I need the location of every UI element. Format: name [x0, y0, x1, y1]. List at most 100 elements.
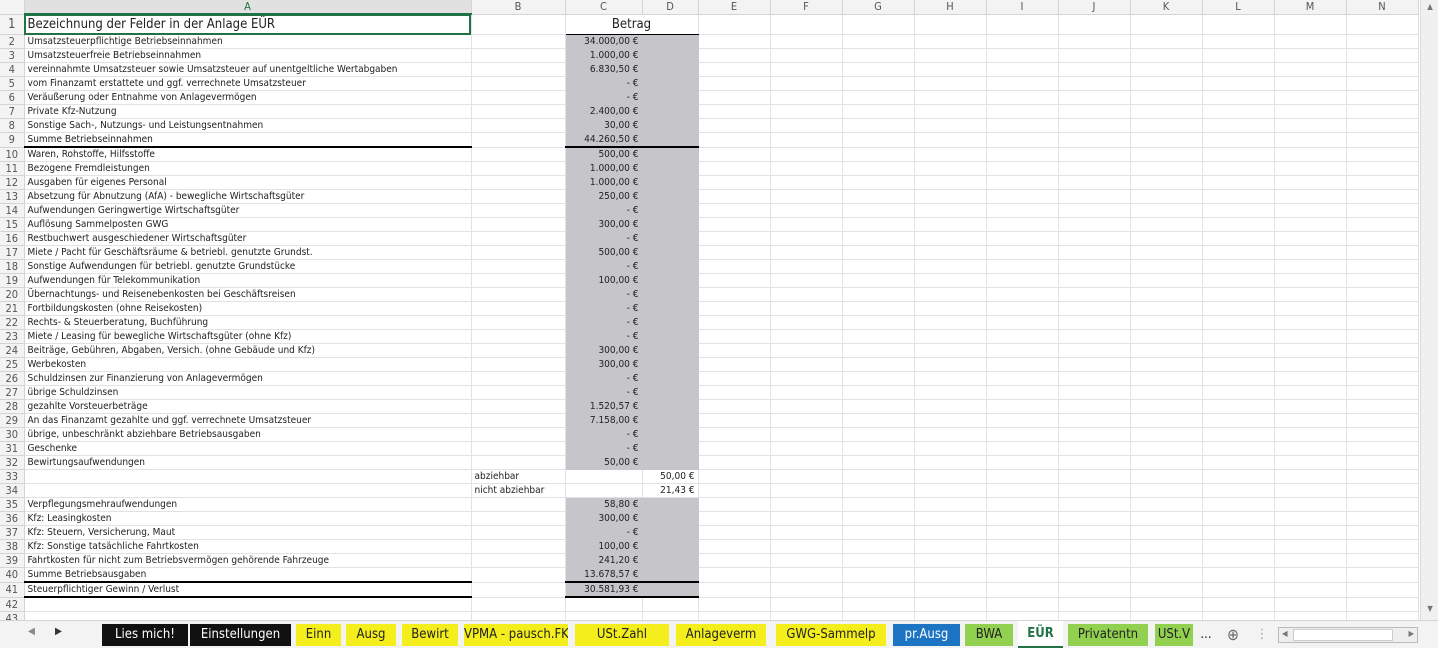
cell-d[interactable]: [642, 273, 699, 288]
sheet-tab-eür[interactable]: EÜR: [1018, 621, 1063, 648]
cell[interactable]: [914, 511, 987, 526]
column-header-j[interactable]: J: [1058, 0, 1131, 15]
cell-amount[interactable]: 1.000,00 €: [565, 161, 643, 176]
cell[interactable]: [698, 427, 771, 442]
cell-b[interactable]: [471, 175, 566, 190]
cell-label[interactable]: Umsatzsteuerpflichtige Betriebseinnahmen: [24, 34, 472, 49]
cell-d[interactable]: [642, 567, 699, 583]
cell[interactable]: [842, 147, 915, 162]
cell[interactable]: [986, 161, 1059, 176]
cell[interactable]: [1346, 90, 1419, 105]
cell[interactable]: [698, 371, 771, 386]
cell[interactable]: [1058, 357, 1131, 372]
cell-d[interactable]: [642, 455, 699, 470]
cell[interactable]: [986, 329, 1059, 344]
scroll-up-icon[interactable]: ▲: [1427, 2, 1433, 11]
cell[interactable]: [1346, 287, 1419, 302]
cell[interactable]: [914, 118, 987, 133]
cell[interactable]: [1274, 147, 1347, 162]
cell-d[interactable]: [642, 357, 699, 372]
cell[interactable]: [914, 147, 987, 162]
sheet-tab-ust-v[interactable]: USt.V: [1155, 624, 1193, 646]
cell-label[interactable]: vom Finanzamt erstattete und ggf. verrec…: [24, 76, 472, 91]
cell[interactable]: [1274, 483, 1347, 498]
cell[interactable]: [770, 413, 843, 428]
cell[interactable]: [1202, 76, 1275, 91]
sheet-tab-ust-zahl[interactable]: USt.Zahl: [575, 624, 669, 646]
cell-d[interactable]: [642, 161, 699, 176]
cell-amount[interactable]: - €: [565, 371, 643, 386]
cell-label[interactable]: Umsatzsteuerfreie Betriebseinnahmen: [24, 48, 472, 63]
cell[interactable]: [1058, 582, 1131, 598]
cell-label[interactable]: gezahlte Vorsteuerbeträge: [24, 399, 472, 414]
cell[interactable]: [986, 90, 1059, 105]
cell[interactable]: [986, 273, 1059, 288]
row-header[interactable]: 39: [0, 553, 25, 568]
cell[interactable]: [1274, 315, 1347, 330]
cell-d[interactable]: [642, 76, 699, 91]
cell-d[interactable]: [642, 203, 699, 218]
cell[interactable]: [698, 301, 771, 316]
column-header-n[interactable]: N: [1346, 0, 1419, 15]
column-header-a[interactable]: A: [24, 0, 472, 15]
cell[interactable]: [1130, 118, 1203, 133]
cell[interactable]: [842, 161, 915, 176]
cell[interactable]: [698, 118, 771, 133]
sheet-tab-einn[interactable]: Einn: [296, 624, 341, 646]
cell-amount[interactable]: 13.678,57 €: [565, 567, 643, 583]
next-sheet-icon[interactable]: ▶: [55, 626, 62, 637]
row-header[interactable]: 37: [0, 525, 25, 540]
cell[interactable]: [1202, 104, 1275, 119]
cell-amount[interactable]: - €: [565, 301, 643, 316]
cell[interactable]: [842, 441, 915, 456]
cell[interactable]: [1130, 582, 1203, 598]
cell[interactable]: [1202, 161, 1275, 176]
cell[interactable]: [698, 525, 771, 540]
cell[interactable]: [842, 611, 915, 620]
cell-label[interactable]: Private Kfz-Nutzung: [24, 104, 472, 119]
cell-amount[interactable]: 300,00 €: [565, 511, 643, 526]
cell-amount[interactable]: 1.000,00 €: [565, 175, 643, 190]
select-all-corner[interactable]: [0, 0, 25, 15]
cell-b[interactable]: [471, 441, 566, 456]
cell-label[interactable]: Kfz: Steuern, Versicherung, Maut: [24, 525, 472, 540]
cell[interactable]: [770, 315, 843, 330]
cell-label[interactable]: übrige Schuldzinsen: [24, 385, 472, 400]
cell[interactable]: [842, 455, 915, 470]
cell[interactable]: [1346, 273, 1419, 288]
cell[interactable]: [914, 48, 987, 63]
cell[interactable]: [914, 259, 987, 274]
cell-b[interactable]: [471, 104, 566, 119]
cell[interactable]: [1274, 161, 1347, 176]
row-header[interactable]: 38: [0, 539, 25, 554]
column-header-l[interactable]: L: [1202, 0, 1275, 15]
row-header[interactable]: 2: [0, 34, 25, 49]
cell[interactable]: [1202, 147, 1275, 162]
cell[interactable]: [1274, 217, 1347, 232]
cell-amount[interactable]: 1.520,57 €: [565, 399, 643, 414]
cell-d[interactable]: 21,43 €: [642, 483, 699, 498]
row-header[interactable]: 16: [0, 231, 25, 246]
cell[interactable]: [1274, 553, 1347, 568]
cell[interactable]: [842, 399, 915, 414]
cell[interactable]: [986, 582, 1059, 598]
cell-b[interactable]: [471, 147, 566, 162]
cell[interactable]: [770, 245, 843, 260]
cell[interactable]: [770, 287, 843, 302]
cell[interactable]: [1058, 413, 1131, 428]
cell[interactable]: [914, 273, 987, 288]
cell[interactable]: [770, 189, 843, 204]
cell[interactable]: [1274, 118, 1347, 133]
cell[interactable]: [1346, 161, 1419, 176]
cell[interactable]: [842, 329, 915, 344]
cell-d[interactable]: [642, 315, 699, 330]
cell[interactable]: [1130, 231, 1203, 246]
cell[interactable]: [770, 217, 843, 232]
cell[interactable]: [1130, 597, 1203, 612]
cell[interactable]: [1130, 147, 1203, 162]
cell-amount[interactable]: 6.830,50 €: [565, 62, 643, 77]
row-header[interactable]: 22: [0, 315, 25, 330]
cell[interactable]: [1058, 161, 1131, 176]
cell[interactable]: [1130, 175, 1203, 190]
cell-amount[interactable]: - €: [565, 427, 643, 442]
